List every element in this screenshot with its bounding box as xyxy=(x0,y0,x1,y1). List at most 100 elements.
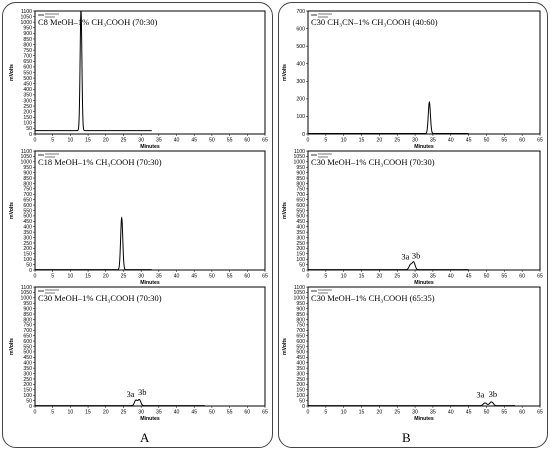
chart-title: C30 MeOH–1% CH₃COOH (70:30) xyxy=(38,293,162,303)
x-tick-label: 0 xyxy=(34,410,37,416)
y-tick-label: 1050 xyxy=(20,154,32,160)
x-tick-label: 60 xyxy=(519,138,525,144)
chromatogram-trace xyxy=(35,398,205,407)
peak-label: 3a xyxy=(476,389,484,399)
y-tick-label: 550 xyxy=(296,208,305,214)
x-tick-label: 25 xyxy=(394,138,400,144)
y-tick-label: 650 xyxy=(23,59,32,65)
y-tick-label: 50 xyxy=(26,262,32,268)
x-tick-label: 55 xyxy=(227,410,233,416)
x-tick-label: 50 xyxy=(484,410,490,416)
y-tick-label: 950 xyxy=(296,301,305,307)
chromatogram-trace xyxy=(308,100,469,134)
y-tick-label: 450 xyxy=(296,219,305,225)
x-tick-label: 30 xyxy=(138,138,144,144)
y-tick-label: 1100 xyxy=(21,9,32,15)
y-tick-label: 0 xyxy=(29,404,32,410)
x-tick-label: 30 xyxy=(138,410,144,416)
y-tick-label: 900 xyxy=(296,306,305,312)
x-tick-label: 35 xyxy=(430,138,436,144)
legend-text-mark xyxy=(318,153,332,155)
x-tick-label: 20 xyxy=(103,410,109,416)
y-tick-label: 1100 xyxy=(294,285,305,291)
y-tick-label: 0 xyxy=(302,268,305,274)
chromatogram-trace xyxy=(308,401,516,407)
y-tick-label: 900 xyxy=(23,170,32,176)
legend-text-mark xyxy=(45,153,59,155)
y-tick-label: 500 xyxy=(23,76,32,82)
x-tick-label: 0 xyxy=(34,138,37,144)
y-tick-label: 700 xyxy=(296,192,305,198)
chromatogram-5: C30 MeOH–1% CH₃COOH (70:30)0501001502002… xyxy=(9,285,268,422)
legend-text-mark xyxy=(318,13,332,15)
x-tick-label: 35 xyxy=(156,274,162,280)
y-tick-label: 850 xyxy=(23,176,32,182)
y-tick-label: 300 xyxy=(23,235,32,241)
legend-text-mark xyxy=(318,16,328,18)
x-tick-label: 40 xyxy=(174,274,180,280)
y-tick-label: 1000 xyxy=(20,160,32,166)
y-tick-label: 250 xyxy=(23,377,32,383)
y-tick-label: 1100 xyxy=(21,149,32,155)
plot-frame xyxy=(307,10,541,135)
x-axis-label: Minutes xyxy=(140,144,160,150)
y-tick-label: 1100 xyxy=(21,285,32,291)
y-tick-label: 800 xyxy=(23,42,32,48)
x-tick-label: 55 xyxy=(501,274,507,280)
x-axis-label: Minutes xyxy=(414,280,434,286)
x-tick-label: 5 xyxy=(324,138,327,144)
chromatogram-2: C30 CH₃CN–1% CH₃COOH (40:60)010020030040… xyxy=(282,9,543,150)
x-tick-label: 40 xyxy=(448,410,454,416)
y-tick-label: 100 xyxy=(296,393,305,399)
y-tick-label: 100 xyxy=(296,114,305,120)
x-tick-label: 20 xyxy=(103,274,109,280)
legend-text-mark xyxy=(318,156,328,158)
y-tick-label: 550 xyxy=(23,208,32,214)
x-tick-label: 35 xyxy=(156,138,162,144)
y-tick-label: 250 xyxy=(23,104,32,110)
y-tick-label: 1100 xyxy=(294,149,305,155)
x-tick-label: 30 xyxy=(412,274,418,280)
y-tick-label: 900 xyxy=(296,170,305,176)
y-tick-label: 700 xyxy=(23,54,32,60)
y-tick-label: 100 xyxy=(23,257,32,263)
panel-label-b: B xyxy=(402,430,411,445)
y-tick-label: 50 xyxy=(26,126,32,132)
y-tick-label: 650 xyxy=(23,197,32,203)
chromatogram-4: C30 MeOH–1% CH₃COOH (70:30)0501001502002… xyxy=(282,149,543,286)
x-tick-label: 20 xyxy=(376,410,382,416)
x-tick-label: 15 xyxy=(85,410,91,416)
y-tick-label: 800 xyxy=(23,317,32,323)
chromatogram-trace xyxy=(35,216,152,271)
y-tick-label: 350 xyxy=(296,366,305,372)
x-tick-label: 5 xyxy=(51,410,54,416)
y-tick-label: 1000 xyxy=(293,160,305,166)
y-tick-label: 900 xyxy=(23,306,32,312)
x-tick-label: 30 xyxy=(412,410,418,416)
x-tick-label: 50 xyxy=(484,274,490,280)
x-tick-label: 50 xyxy=(484,138,490,144)
y-tick-label: 750 xyxy=(296,323,305,329)
y-tick-label: 0 xyxy=(29,132,32,138)
x-tick-label: 30 xyxy=(412,138,418,144)
y-tick-label: 750 xyxy=(296,187,305,193)
y-tick-label: 850 xyxy=(23,37,32,43)
y-tick-label: 700 xyxy=(23,192,32,198)
y-tick-label: 1050 xyxy=(20,14,32,20)
y-tick-label: 1000 xyxy=(293,296,305,302)
x-tick-label: 40 xyxy=(174,138,180,144)
x-tick-label: 45 xyxy=(466,274,472,280)
chart-title: C8 MeOH–1% CH₃COOH (70:30) xyxy=(38,17,158,27)
x-tick-label: 60 xyxy=(519,274,525,280)
y-tick-label: 850 xyxy=(23,312,32,318)
x-tick-label: 10 xyxy=(67,410,73,416)
y-tick-label: 1000 xyxy=(20,296,32,302)
chromatogram-trace xyxy=(308,261,469,271)
y-tick-label: 550 xyxy=(23,344,32,350)
x-tick-label: 0 xyxy=(307,274,310,280)
x-tick-label: 10 xyxy=(67,274,73,280)
y-tick-label: 450 xyxy=(23,355,32,361)
y-tick-label: 850 xyxy=(296,176,305,182)
y-tick-label: 850 xyxy=(296,312,305,318)
y-tick-label: 1050 xyxy=(293,290,305,296)
